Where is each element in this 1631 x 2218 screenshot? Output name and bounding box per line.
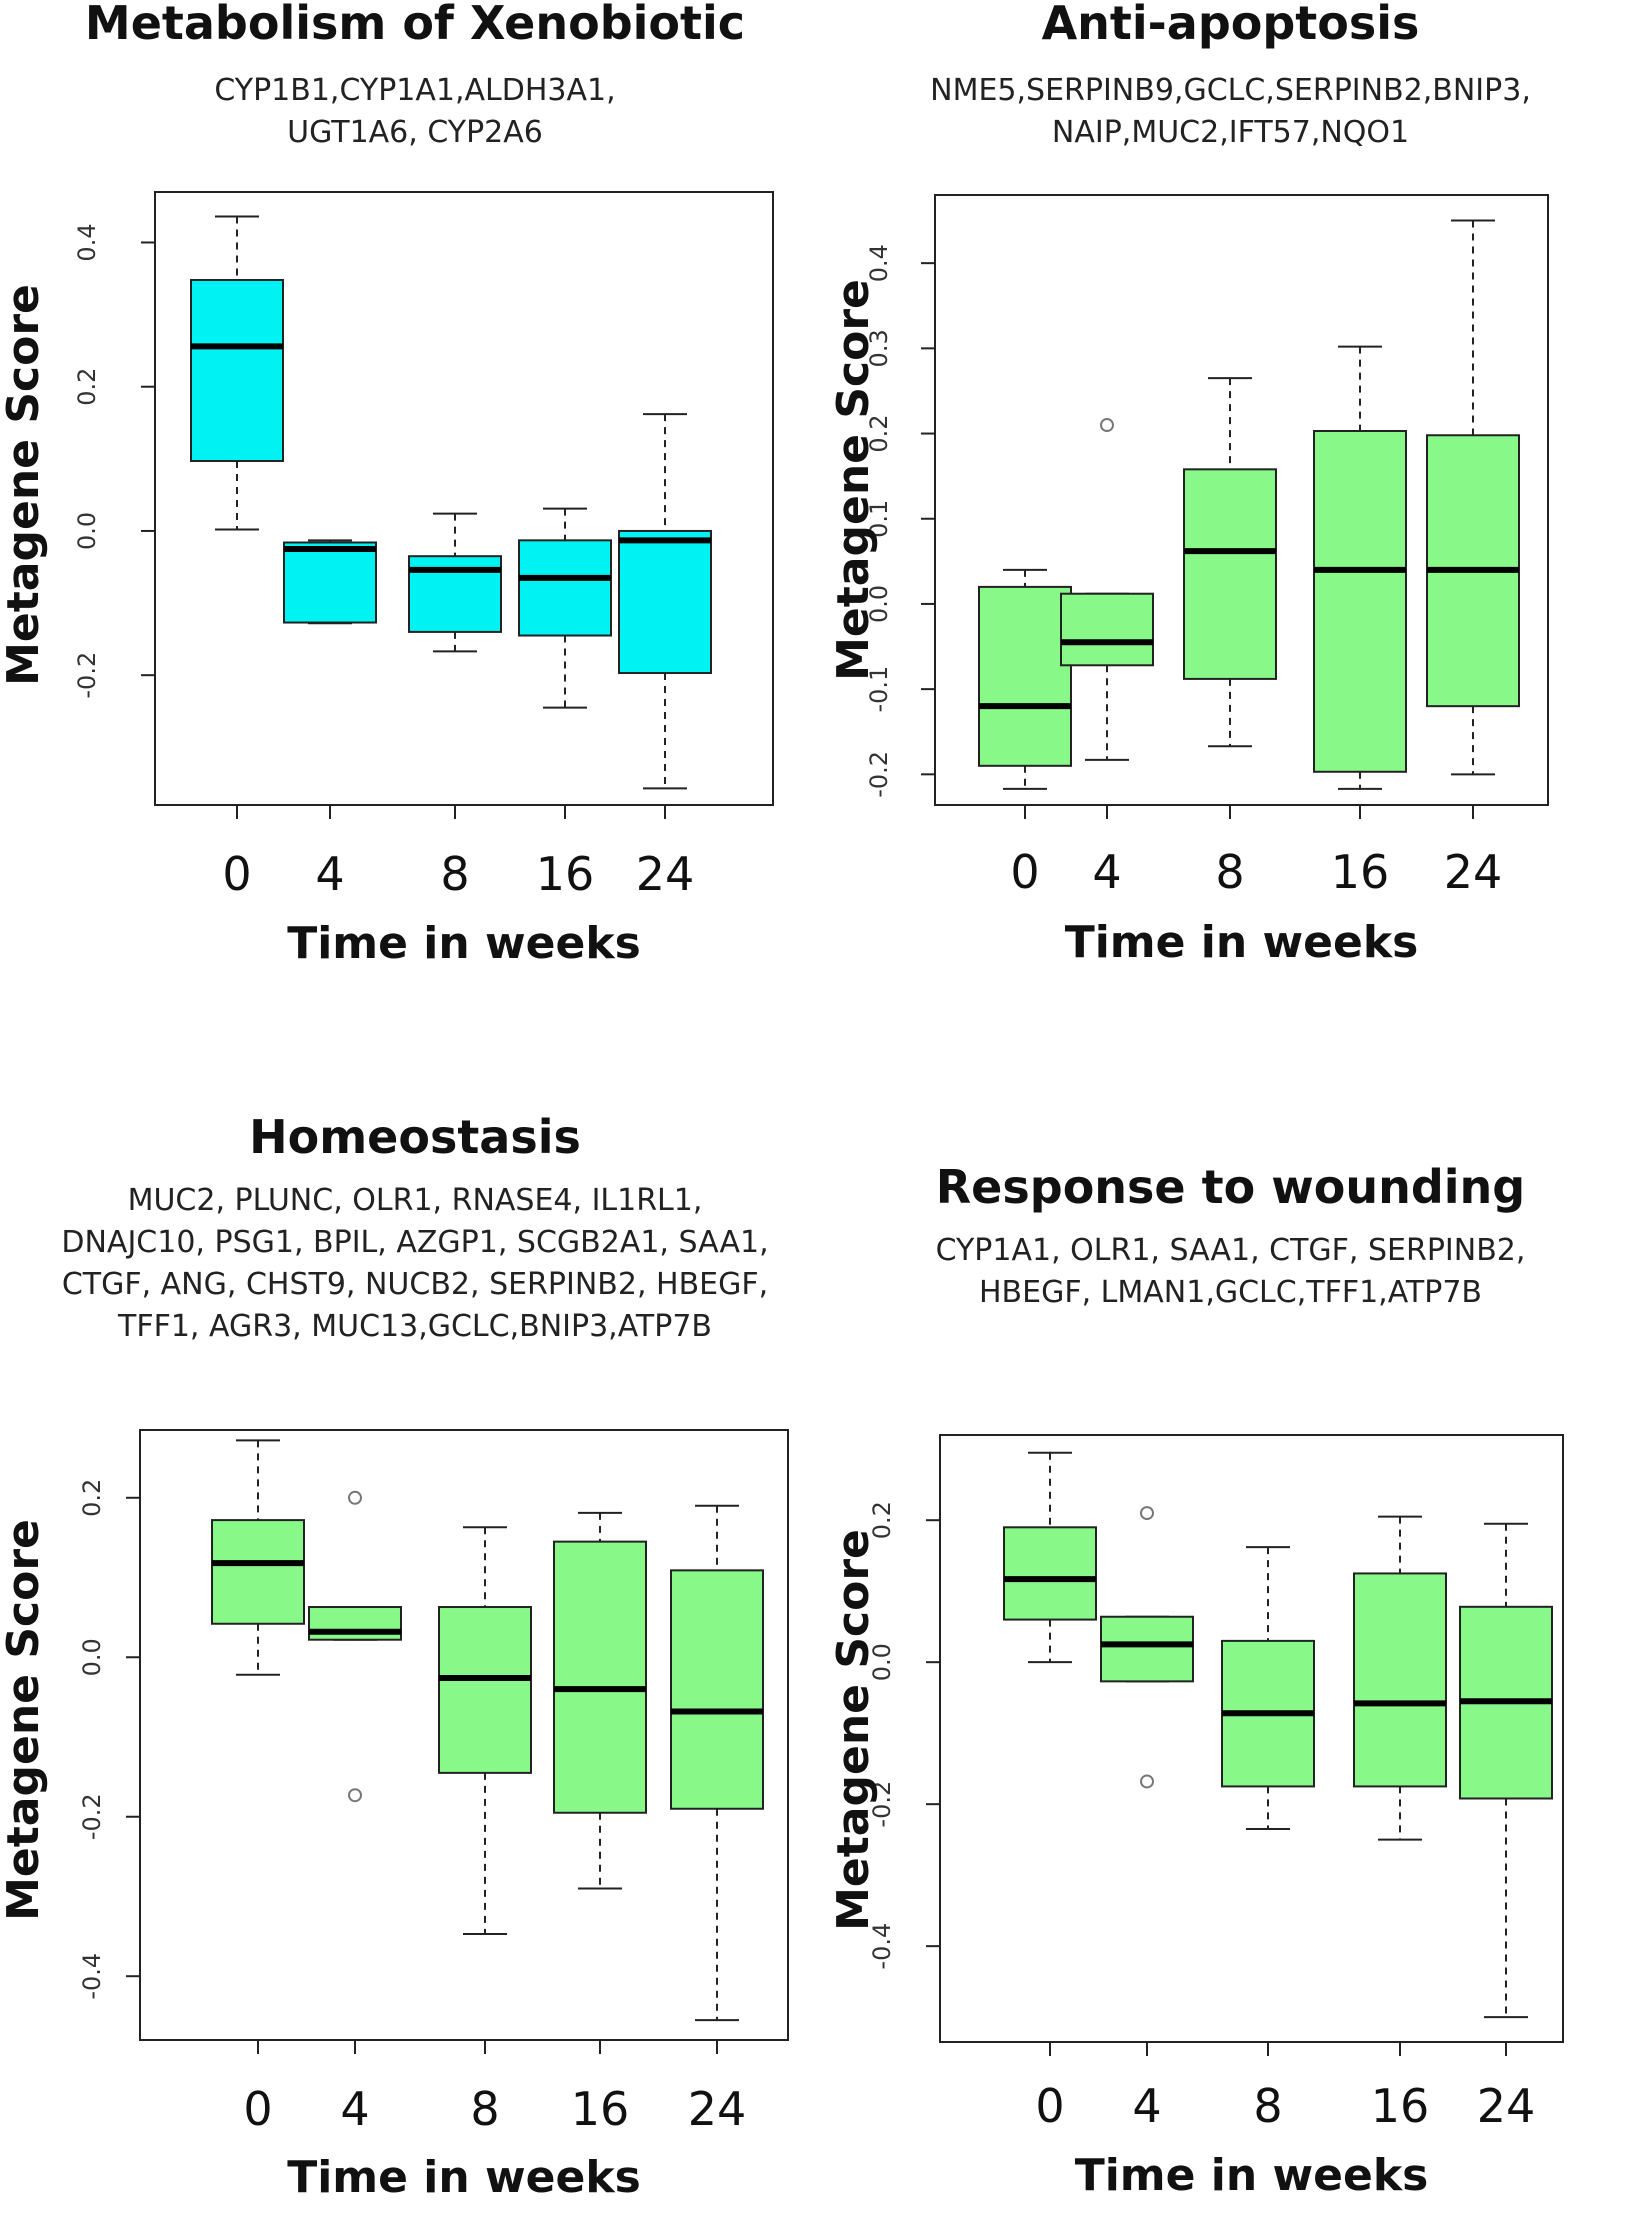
plot-frame [139,1429,789,2041]
y-tick-label: 0.0 [73,512,101,550]
y-tick-label: -0.2 [78,1793,106,1840]
x-tick-label: 8 [440,847,469,901]
boxplot-xenobiotic: 0.4 0.2 0.0 -0.2 0 4 8 16 24 Time in weeks Metagen… [0,191,774,969]
gene-line: MUC2, PLUNC, OLR1, RNASE4, IL1RL1, [127,1183,703,1218]
x-tick-label: 4 [1092,845,1121,899]
y-tick-label: 0.4 [73,223,101,261]
gene-list: NME5,SERPINB9,GCLC,SERPINB2,BNIP3, NAIP,… [830,70,1631,154]
x-tick-label: 0 [222,847,251,901]
x-tick-label: 8 [470,2082,499,2136]
y-tick-label: -0.4 [78,1953,106,2000]
panel-xenobiotic: Metabolism of Xenobiotic CYP1B1,CYP1A1,A… [0,0,830,1000]
gene-line: NME5,SERPINB9,GCLC,SERPINB2,BNIP3, [930,73,1531,108]
y-axis-title: Metagene Score [0,284,49,686]
gene-line: UGT1A6, CYP2A6 [287,115,543,150]
y-tick-label: 0.2 [73,368,101,406]
y-axis-title: Metagene Score [0,1519,49,1921]
x-tick-label: 8 [1215,845,1244,899]
x-tick-label: 16 [536,847,595,901]
box [1183,468,1277,680]
gene-line: CYP1A1, OLR1, SAA1, CTGF, SERPINB2, [935,1233,1526,1268]
gene-line: HBEGF, LMAN1,GCLC,TFF1,ATP7B [979,1275,1482,1310]
x-axis-title: Time in weeks [1065,917,1419,968]
panel-anti-apoptosis: Anti-apoptosis NME5,SERPINB9,GCLC,SERPIN… [828,0,1631,1000]
outlier-point [1140,1774,1154,1789]
gene-line: TFF1, AGR3, MUC13,GCLC,BNIP3,ATP7B [118,1309,712,1344]
x-tick-label: 4 [340,2082,369,2136]
chart-title: Response to wounding [935,1160,1526,1214]
box [670,1569,764,1810]
box [1060,592,1154,667]
x-axis-title: Time in weeks [1075,2150,1429,2201]
x-tick-label: 24 [1444,845,1503,899]
plot-frame [934,194,1549,806]
boxplot-anti-apoptosis: 0.4 0.3 0.2 0.1 0.0 -0.1 -0.2 0 4 8 16 24 Time in we… [828,194,1549,968]
gene-list: MUC2, PLUNC, OLR1, RNASE4, IL1RL1, DNAJC… [0,1180,830,1348]
x-tick-label: 0 [1010,845,1039,899]
gene-line: NAIP,MUC2,IFT57,NQO1 [1051,115,1410,150]
y-tick-label: 0.2 [865,414,893,452]
box [518,539,612,637]
box [978,585,1072,767]
box [553,1540,647,1814]
y-tick-label: 0.4 [865,244,893,282]
box [308,1606,402,1641]
plot-frame [939,1434,1564,2043]
x-tick-label: 16 [1371,2079,1430,2133]
panel-response-to-wounding: Response to wounding CYP1A1, OLR1, SAA1,… [828,1100,1631,2218]
box [211,1519,305,1625]
x-tick-label: 8 [1253,2079,1282,2133]
chart-title: Homeostasis [249,1110,581,1164]
box [190,278,284,462]
x-axis-title: Time in weeks [287,2152,641,2203]
box [283,541,377,624]
box [618,529,712,675]
y-tick-label: 0.2 [78,1479,106,1517]
x-tick-label: 4 [315,847,344,901]
gene-line: CYP1B1,CYP1A1,ALDH3A1, [214,73,616,108]
x-tick-label: 24 [636,847,695,901]
boxplot-response-to-wounding: 0.2 0.0 -0.2 -0.4 0 4 8 16 24 Time in weeks Metage… [828,1434,1564,2201]
x-axis-title: Time in weeks [287,918,641,969]
x-tick-label: 0 [1035,2079,1064,2133]
x-tick-label: 24 [1477,2079,1536,2133]
box [1100,1615,1194,1683]
x-tick-label: 16 [1331,845,1390,899]
outlier-point [348,1490,362,1505]
chart-title: Metabolism of Xenobiotic [84,0,746,50]
x-tick-label: 24 [688,2082,747,2136]
box [1313,429,1407,773]
y-tick-label: 0.1 [865,500,893,538]
y-tick-label: -0.2 [868,1781,896,1828]
gene-line: CTGF, ANG, CHST9, NUCB2, SERPINB2, HBEGF… [61,1267,769,1302]
box [1003,1526,1097,1621]
y-tick-label: 0.0 [78,1638,106,1676]
y-tick-label: 0.2 [868,1501,896,1539]
panel-homeostasis: Homeostasis MUC2, PLUNC, OLR1, RNASE4, I… [0,1100,830,2218]
y-axis-title: Metagene Score [828,279,879,681]
y-tick-label: 0.3 [865,329,893,367]
y-axis-title: Metagene Score [828,1529,879,1931]
y-tick-label: 0.0 [868,1643,896,1681]
plot-frame [154,191,774,806]
outlier-point [1100,418,1114,433]
x-tick-label: 4 [1132,2079,1161,2133]
gene-list: CYP1B1,CYP1A1,ALDH3A1, UGT1A6, CYP2A6 [0,70,830,154]
chart-title: Anti-apoptosis [1041,0,1420,50]
box [1353,1572,1447,1788]
gene-list: CYP1A1, OLR1, SAA1, CTGF, SERPINB2, HBEG… [830,1230,1631,1314]
y-tick-label: -0.4 [868,1923,896,1970]
boxplot-homeostasis: 0.2 0.0 -0.2 -0.4 0 4 8 16 24 Time in weeks Metage… [0,1429,789,2203]
gene-line: DNAJC10, PSG1, BPIL, AZGP1, SCGB2A1, SAA… [61,1225,769,1260]
x-tick-label: 0 [243,2082,272,2136]
outlier-point [1140,1506,1154,1521]
y-tick-label: 0.0 [865,585,893,623]
y-tick-label: -0.2 [865,751,893,798]
box [438,1606,532,1774]
x-tick-label: 16 [571,2082,630,2136]
outlier-point [348,1788,362,1803]
y-tick-label: -0.1 [865,666,893,713]
y-tick-label: -0.2 [73,652,101,699]
